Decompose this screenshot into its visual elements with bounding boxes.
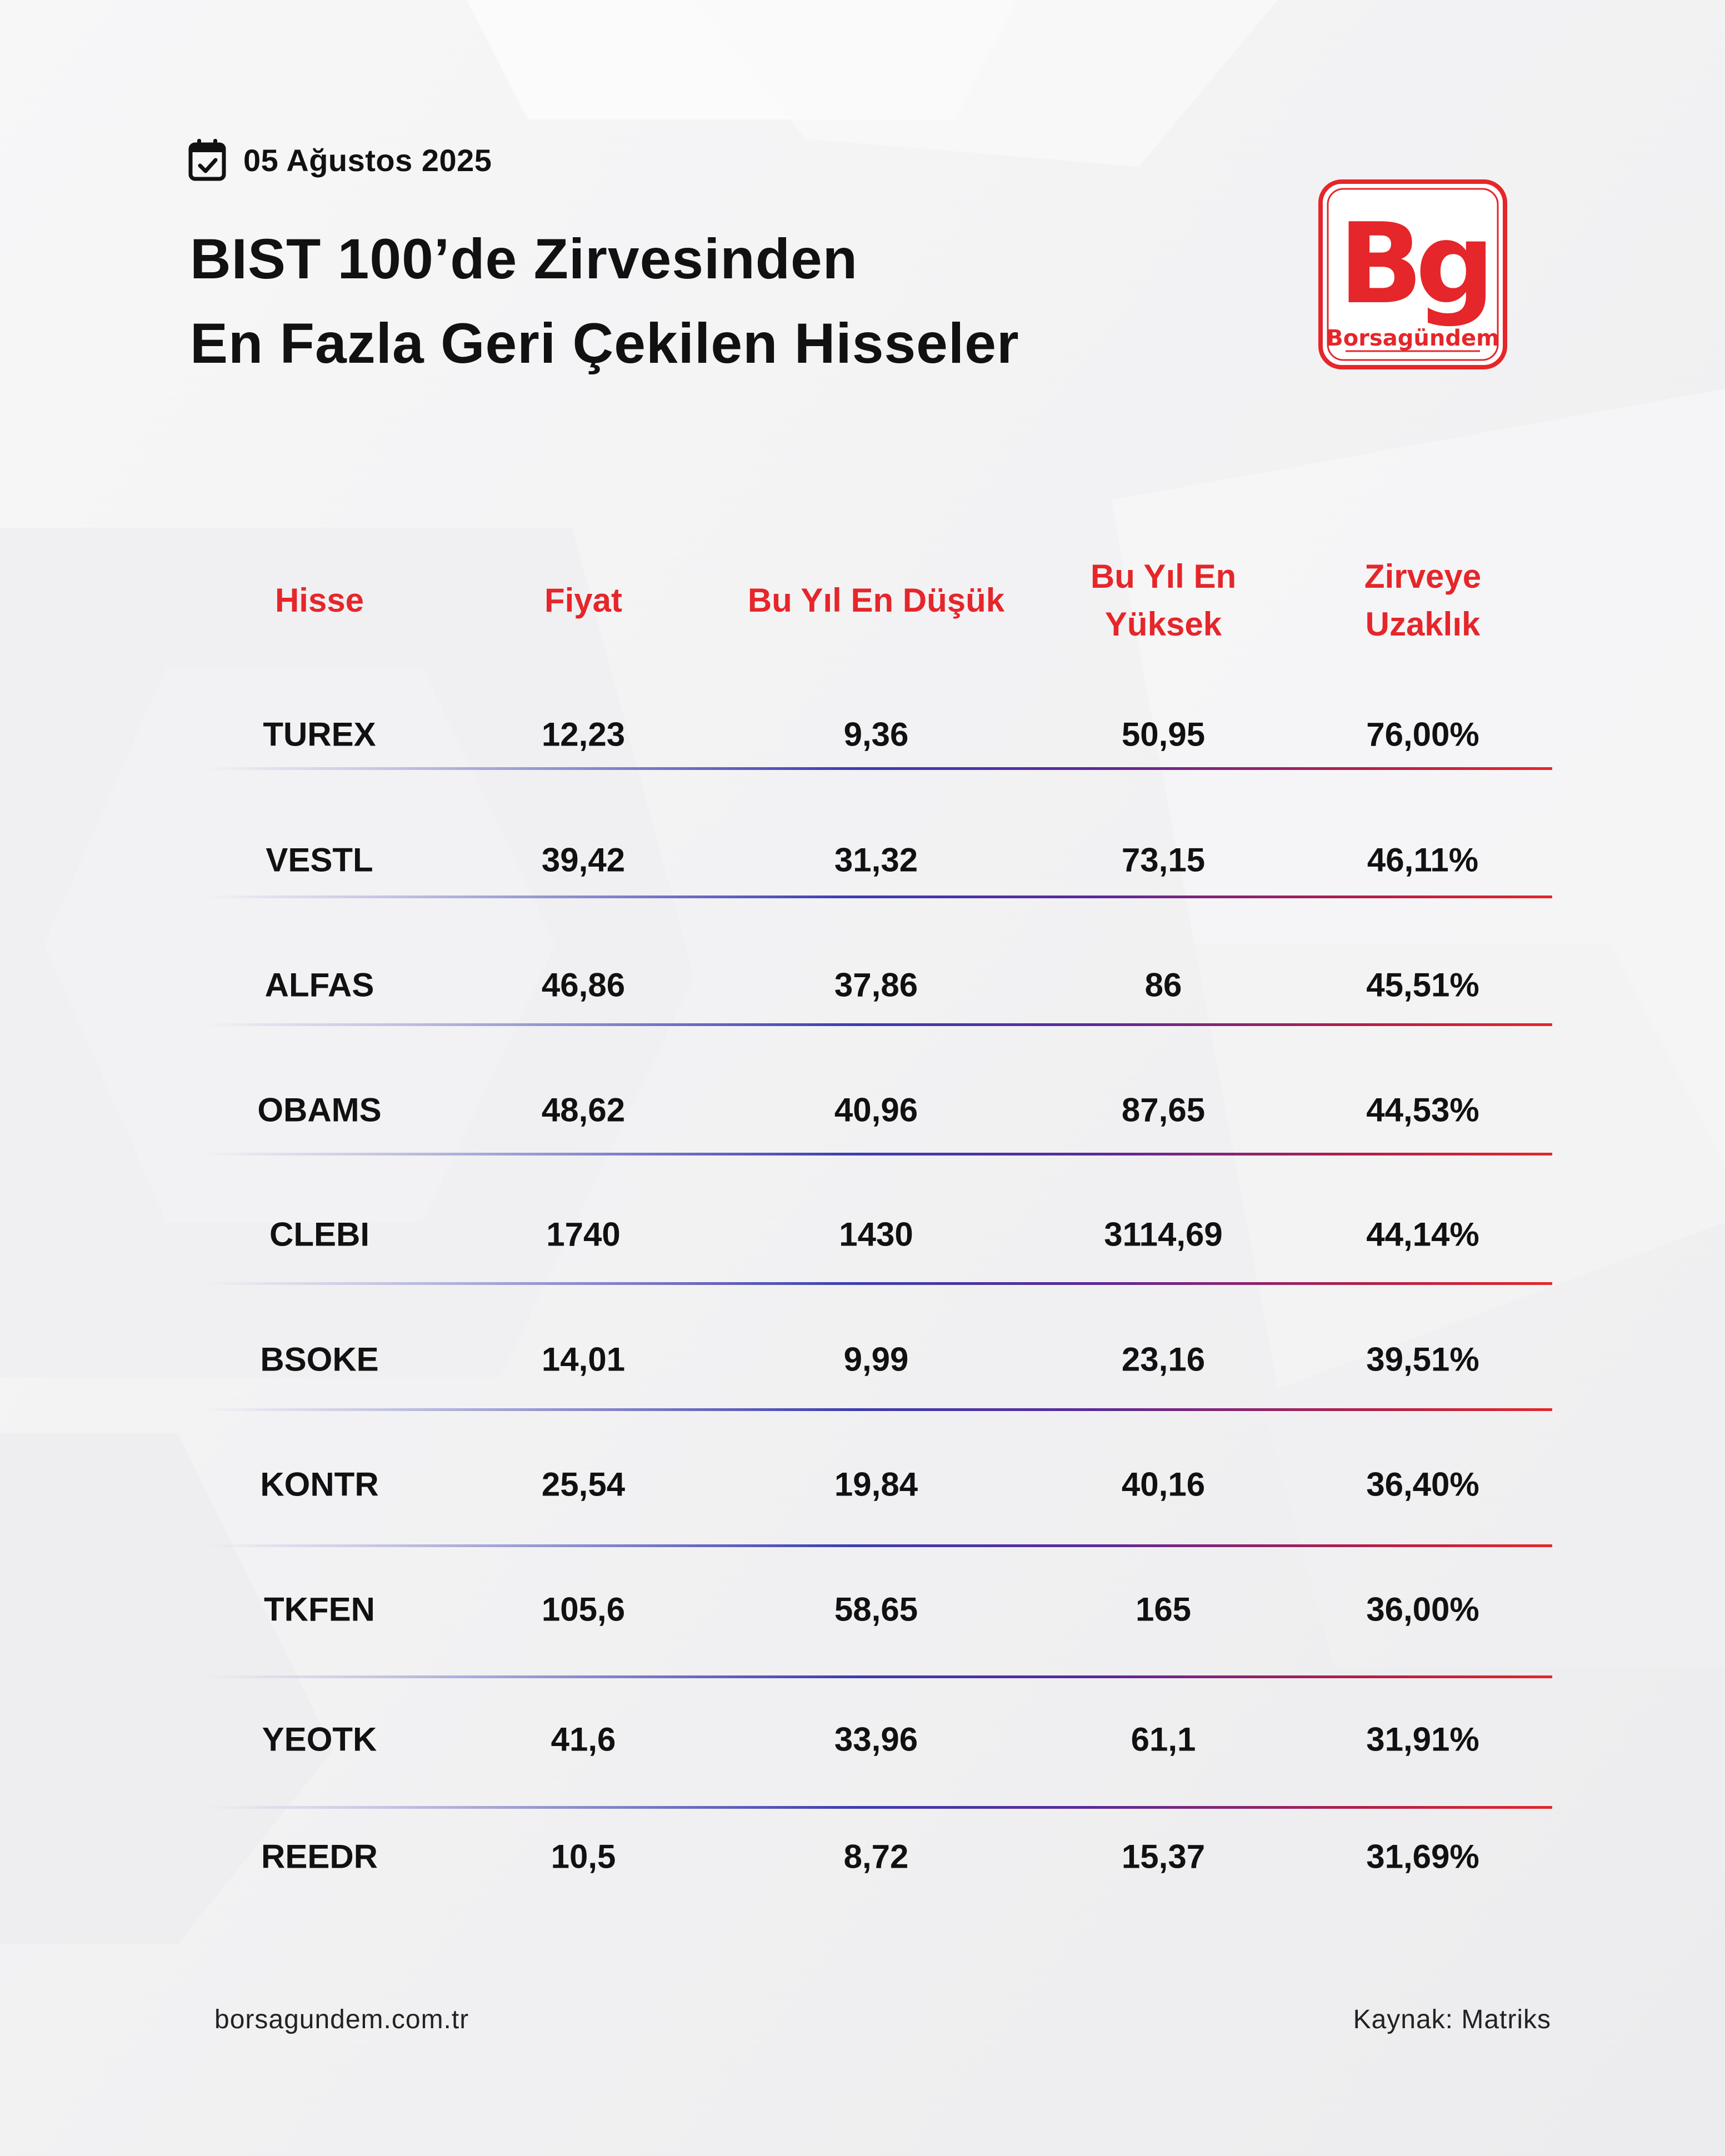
value-cell: 36,00% — [1366, 1590, 1479, 1628]
value-cell: 105,6 — [541, 1590, 626, 1628]
value-cell: 86 — [1144, 966, 1182, 1004]
row-divider — [206, 1806, 1552, 1809]
value-cell: 40,16 — [1121, 1465, 1206, 1503]
title-line-1: BIST 100’de Zirvesinden — [190, 227, 858, 291]
value-cell: 50,95 — [1121, 716, 1206, 753]
value-cell: 9,99 — [843, 1340, 909, 1378]
value-cell: 76,00% — [1366, 716, 1479, 753]
value-cell: 48,62 — [541, 1091, 626, 1129]
value-cell: 1430 — [839, 1215, 913, 1253]
column-header: Bu Yıl En Yüksek — [1090, 558, 1237, 643]
value-cell: 31,91% — [1366, 1720, 1479, 1758]
row-divider — [206, 1023, 1552, 1026]
value-cell: 45,51% — [1366, 966, 1479, 1004]
row-divider — [206, 1282, 1552, 1285]
value-cell: 14,01 — [541, 1340, 626, 1378]
value-cell: 41,6 — [551, 1720, 616, 1758]
ticker-cell: OBAMS — [257, 1091, 382, 1129]
value-cell: 36,40% — [1366, 1465, 1479, 1503]
date-row: 05 Ağustos 2025 — [188, 138, 492, 182]
ticker-cell: TUREX — [263, 716, 376, 753]
value-cell: 61,1 — [1131, 1720, 1196, 1758]
ticker-cell: YEOTK — [262, 1720, 377, 1758]
column-header: Fiyat — [544, 582, 623, 619]
value-cell: 3114,69 — [1104, 1215, 1223, 1253]
value-cell: 44,14% — [1366, 1215, 1479, 1253]
value-cell: 165 — [1135, 1590, 1192, 1628]
value-cell: 58,65 — [834, 1590, 918, 1628]
date-label: 05 Ağustos 2025 — [243, 142, 492, 178]
ticker-cell: VESTL — [266, 841, 373, 879]
row-divider — [206, 1675, 1552, 1678]
title-line-2: En Fazla Geri Çekilen Hisseler — [190, 312, 1019, 375]
row-divider — [206, 1408, 1552, 1411]
row-divider — [206, 767, 1552, 770]
page-title: BIST 100’de Zirvesinden En Fazla Geri Çe… — [190, 217, 1019, 386]
value-cell: 9,36 — [843, 716, 909, 753]
ticker-cell: TKFEN — [264, 1590, 375, 1628]
source-label: Kaynak: Matriks — [1353, 2005, 1551, 2034]
value-cell: 73,15 — [1121, 841, 1206, 879]
value-cell: 39,42 — [541, 841, 626, 879]
value-cell: 33,96 — [834, 1720, 918, 1758]
value-cell: 15,37 — [1121, 1838, 1206, 1875]
value-cell: 31,69% — [1366, 1838, 1479, 1875]
ticker-cell: REEDR — [261, 1838, 378, 1875]
logo-caption: Borsagündem — [1326, 326, 1499, 351]
value-cell: 37,86 — [834, 966, 918, 1004]
website-label: borsagundem.com.tr — [214, 2005, 469, 2034]
column-header: Zirveye Uzaklık — [1364, 558, 1482, 643]
ticker-cell: BSOKE — [260, 1340, 379, 1378]
row-divider — [206, 1544, 1552, 1547]
logo-mark: Bg — [1338, 199, 1487, 329]
value-cell: 46,11% — [1367, 841, 1479, 879]
ticker-cell: KONTR — [260, 1465, 379, 1503]
value-cell: 39,51% — [1366, 1340, 1479, 1378]
value-cell: 25,54 — [541, 1465, 626, 1503]
borsagundem-logo: Bg Borsagündem — [1318, 179, 1507, 369]
value-cell: 40,96 — [834, 1091, 918, 1129]
column-header: Bu Yıl En Düşük — [747, 582, 1005, 619]
value-cell: 8,72 — [843, 1838, 909, 1875]
value-cell: 12,23 — [541, 716, 626, 753]
column-header: Hisse — [274, 582, 364, 619]
value-cell: 44,53% — [1366, 1091, 1479, 1129]
row-divider — [206, 1153, 1552, 1155]
ticker-cell: CLEBI — [269, 1215, 369, 1253]
value-cell: 46,86 — [541, 966, 626, 1004]
calendar-check-icon — [188, 139, 226, 181]
value-cell: 87,65 — [1121, 1091, 1206, 1129]
ticker-cell: ALFAS — [264, 966, 374, 1004]
value-cell: 1740 — [546, 1215, 621, 1253]
row-divider — [206, 896, 1552, 898]
value-cell: 19,84 — [834, 1465, 918, 1503]
value-cell: 10,5 — [551, 1838, 616, 1875]
value-cell: 23,16 — [1121, 1340, 1206, 1378]
value-cell: 31,32 — [834, 841, 918, 879]
